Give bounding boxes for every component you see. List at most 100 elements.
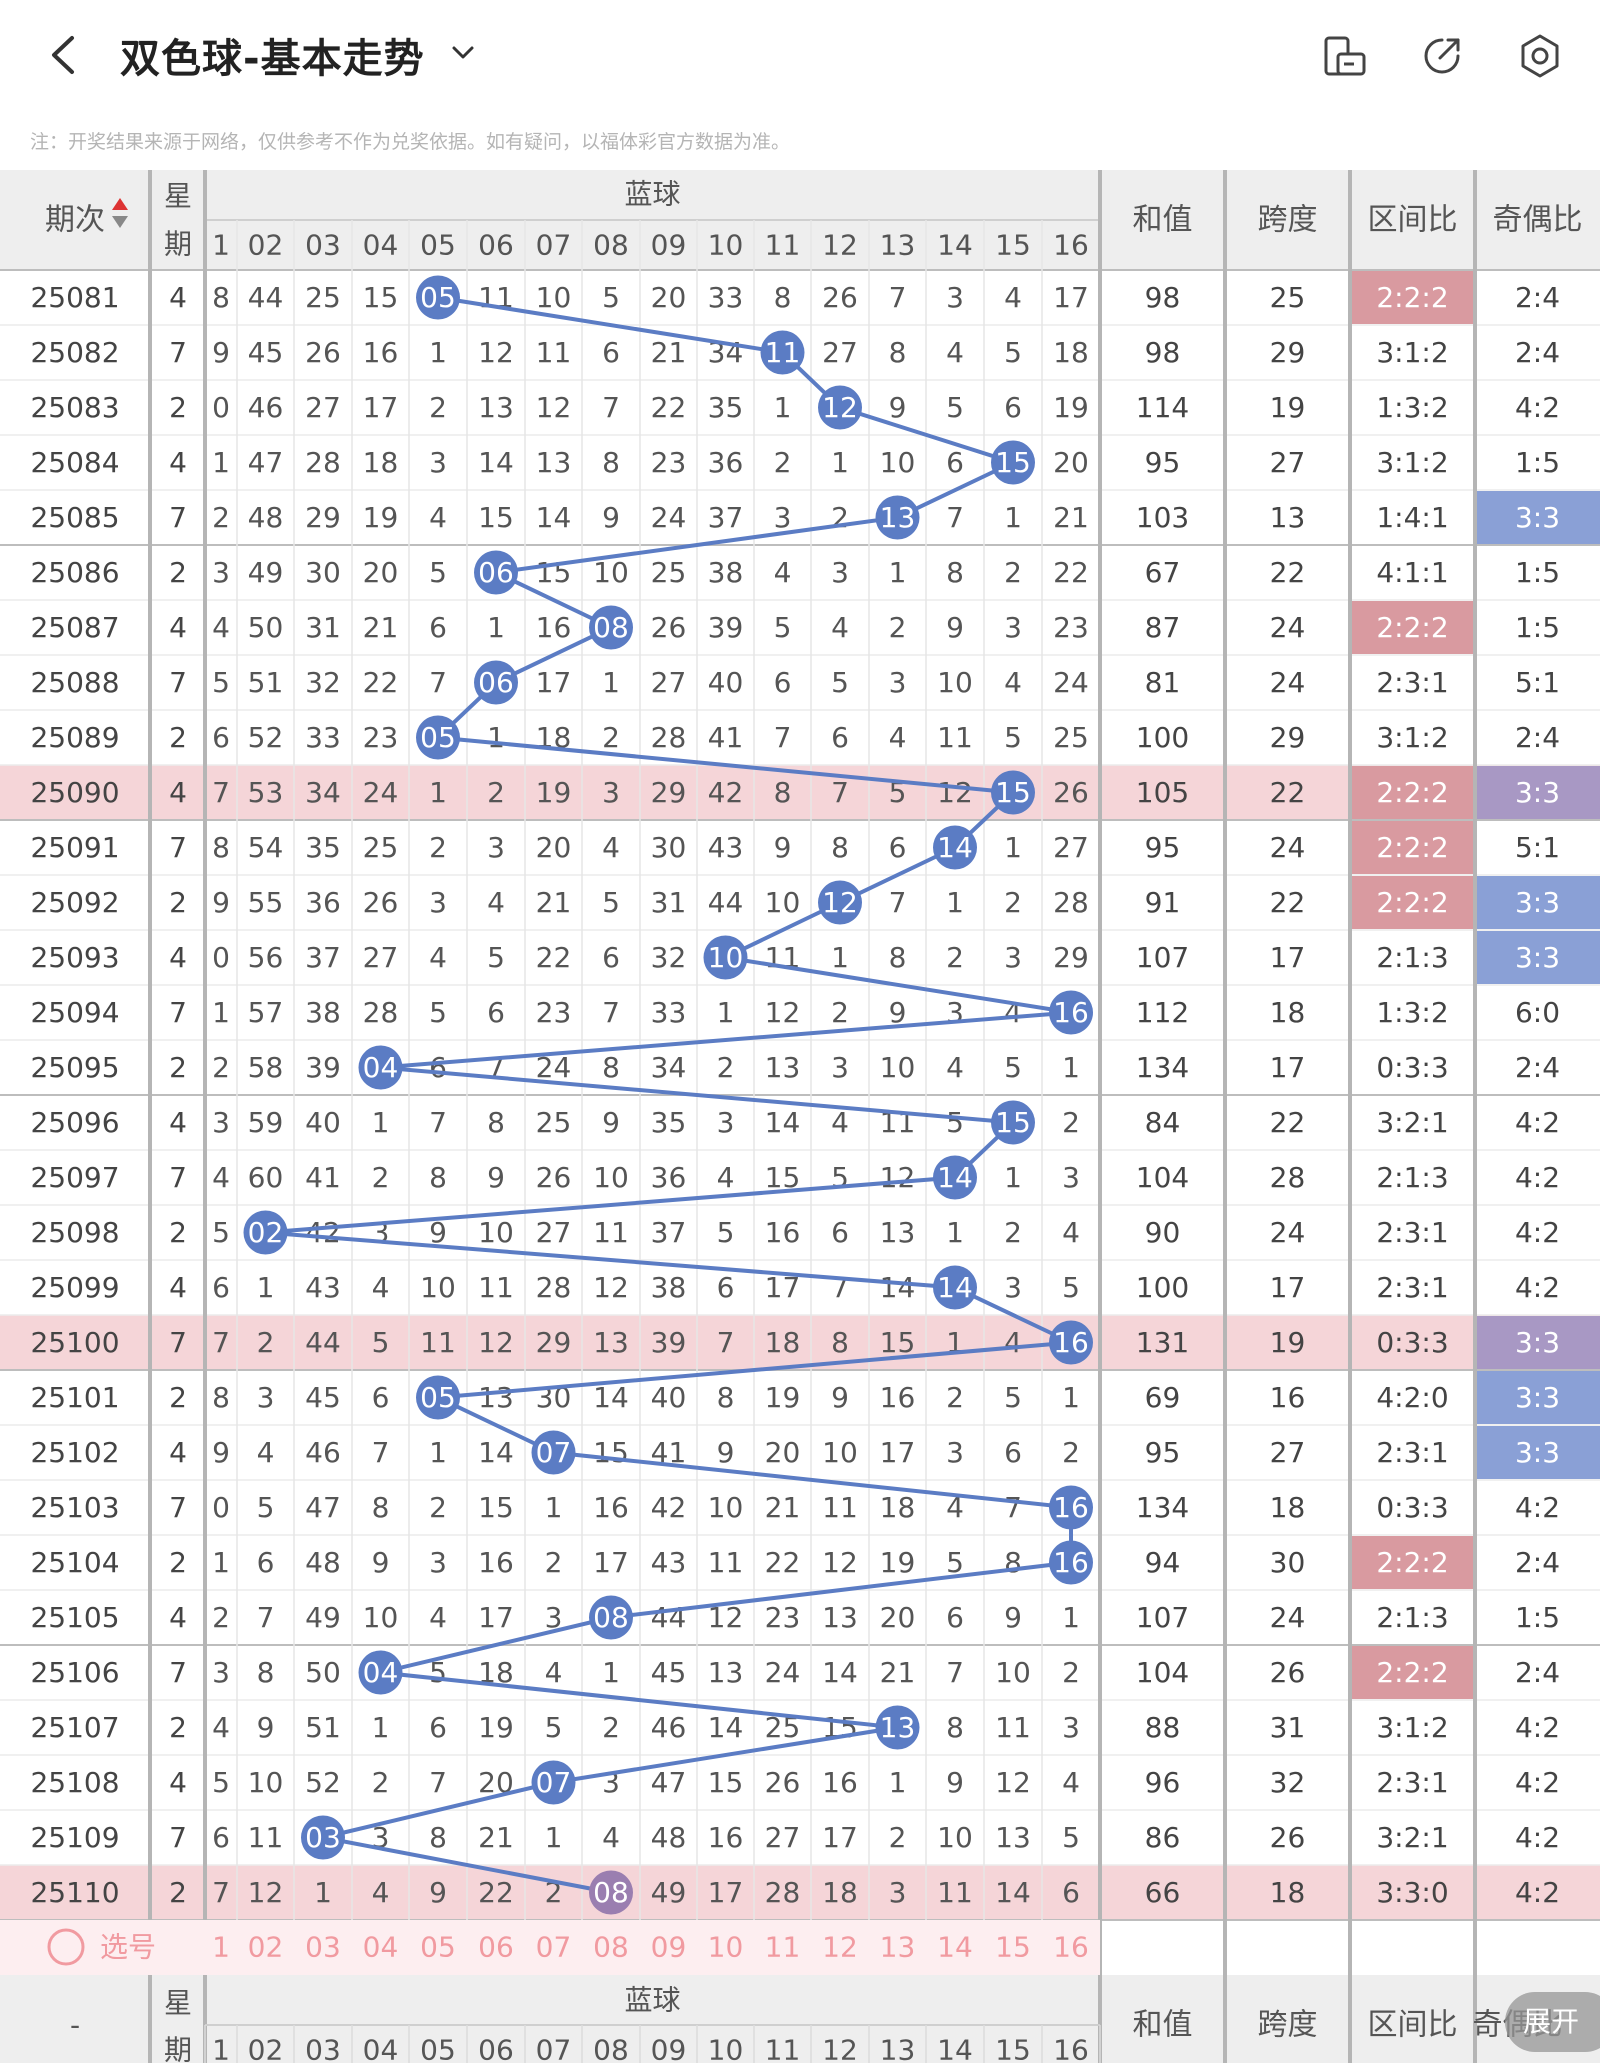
blue-miss-cell: 49 — [651, 1876, 687, 1909]
blue-miss-cell: 44 — [305, 1326, 341, 1359]
select-number-cell[interactable]: 14 — [937, 1931, 973, 1964]
phone-rotate-icon[interactable] — [1320, 32, 1368, 80]
sort-up-icon[interactable] — [112, 198, 128, 210]
footer-blue-number: 16 — [1053, 2034, 1089, 2063]
select-number-cell[interactable]: 04 — [363, 1931, 399, 1964]
expand-button[interactable]: 展开 — [1505, 1992, 1600, 2052]
select-number-cell[interactable]: 10 — [708, 1931, 744, 1964]
sum-cell: 107 — [1136, 1601, 1189, 1634]
blue-miss-cell: 45 — [305, 1381, 341, 1414]
highlight-row-bg — [0, 765, 1600, 820]
blue-miss-cell: 31 — [305, 611, 341, 644]
blue-miss-cell: 13 — [536, 446, 572, 479]
header-blue-number: 08 — [593, 229, 629, 262]
blue-miss-cell: 8 — [487, 1106, 505, 1139]
blue-miss-cell: 15 — [363, 281, 399, 314]
blue-miss-cell: 5 — [545, 1711, 563, 1744]
blue-miss-cell: 2 — [717, 1051, 735, 1084]
sum-cell: 134 — [1136, 1491, 1189, 1524]
dropdown-arrow-icon[interactable] — [450, 40, 476, 66]
sort-down-icon[interactable] — [112, 216, 128, 228]
footer-blue-number: 14 — [937, 2034, 973, 2063]
footer-zone-ratio: 区间比 — [1368, 2008, 1458, 2043]
zone-ratio-cell: 2:2:2 — [1376, 831, 1448, 864]
odd-even-cell: 3:3 — [1515, 776, 1560, 809]
span-cell: 18 — [1270, 1491, 1306, 1524]
settings-gear-icon[interactable] — [1516, 32, 1564, 80]
span-cell: 22 — [1270, 1106, 1306, 1139]
header-blue-number: 02 — [248, 229, 284, 262]
select-number-cell[interactable]: 15 — [995, 1931, 1031, 1964]
select-number-cell[interactable]: 16 — [1053, 1931, 1089, 1964]
span-cell: 24 — [1270, 611, 1306, 644]
odd-even-cell: 2:4 — [1515, 1051, 1560, 1084]
blue-miss-cell: 11 — [937, 721, 973, 754]
blue-miss-cell: 38 — [708, 556, 744, 589]
blue-ball-number: 02 — [248, 1216, 284, 1249]
blue-ball-number: 07 — [536, 1436, 572, 1469]
sum-cell: 84 — [1145, 1106, 1181, 1139]
blue-miss-cell: 4 — [946, 336, 964, 369]
zone-ratio-cell: 2:2:2 — [1376, 1546, 1448, 1579]
back-icon[interactable] — [42, 32, 88, 78]
blue-miss-cell: 8 — [774, 776, 792, 809]
select-number-cell[interactable]: 06 — [478, 1931, 514, 1964]
blue-miss-cell: 3 — [257, 1381, 275, 1414]
odd-even-cell: 3:3 — [1515, 1326, 1560, 1359]
selector-row-bg — [0, 1920, 1100, 1975]
blue-miss-cell: 25 — [363, 831, 399, 864]
span-cell: 18 — [1270, 1876, 1306, 1909]
blue-miss-cell: 3 — [429, 886, 447, 919]
blue-miss-cell: 13 — [822, 1601, 858, 1634]
blue-miss-cell: 24 — [1053, 666, 1089, 699]
select-number-cell[interactable]: 08 — [593, 1931, 629, 1964]
blue-miss-cell: 11 — [420, 1326, 456, 1359]
select-number-cell[interactable]: 07 — [536, 1931, 572, 1964]
odd-even-highlight — [1477, 766, 1600, 819]
blue-miss-cell: 39 — [651, 1326, 687, 1359]
blue-miss-cell: 15 — [880, 1326, 916, 1359]
blue-miss-cell: 13 — [765, 1051, 801, 1084]
blue-miss-cell: 3 — [545, 1601, 563, 1634]
select-number-cell[interactable]: 12 — [822, 1931, 858, 1964]
blue-miss-cell: 6 — [774, 666, 792, 699]
blue-miss-cell: 19 — [363, 501, 399, 534]
select-number-cell[interactable]: 03 — [305, 1931, 341, 1964]
select-number-cell[interactable]: 05 — [420, 1931, 456, 1964]
page-title[interactable]: 双色球-基本走势 — [120, 36, 425, 82]
blue-miss-cell: 20 — [880, 1601, 916, 1634]
blue-ball-number: 08 — [593, 611, 629, 644]
blue-ball-number: 05 — [420, 281, 456, 314]
blue-ball: 16 — [1049, 990, 1093, 1035]
blue-miss-cell: 4 — [429, 501, 447, 534]
blue-miss-cell: 2 — [487, 776, 505, 809]
blue-miss-cell: 27 — [363, 941, 399, 974]
header-zone-ratio: 区间比 — [1368, 203, 1458, 238]
span-cell: 19 — [1270, 391, 1306, 424]
blue-miss-cell: 2 — [889, 1821, 907, 1854]
blue-miss-cell: 24 — [651, 501, 687, 534]
blue-miss-cell: 2 — [372, 1161, 390, 1194]
zone-ratio-cell: 4:1:1 — [1376, 556, 1448, 589]
select-number-cell[interactable]: 11 — [765, 1931, 801, 1964]
blue-miss-cell: 10 — [822, 1436, 858, 1469]
blue-miss-cell: 5 — [602, 281, 620, 314]
select-number-cell[interactable]: 02 — [248, 1931, 284, 1964]
select-number-cell[interactable]: 1 — [212, 1931, 230, 1964]
blue-miss-cell: 7 — [602, 996, 620, 1029]
footer-blue-number: 02 — [248, 2034, 284, 2063]
share-icon[interactable] — [1418, 32, 1466, 80]
blue-miss-cell: 14 — [478, 446, 514, 479]
blue-miss-cell: 1 — [545, 1821, 563, 1854]
blue-miss-cell: 51 — [248, 666, 284, 699]
zone-highlight — [1352, 821, 1473, 874]
blue-miss-cell: 1 — [946, 1216, 964, 1249]
blue-miss-cell: 5 — [889, 776, 907, 809]
blue-miss-cell: 5 — [1062, 1271, 1080, 1304]
blue-miss-cell: 7 — [257, 1601, 275, 1634]
select-number-cell[interactable]: 09 — [651, 1931, 687, 1964]
select-number-cell[interactable]: 13 — [880, 1931, 916, 1964]
select-number-toggle[interactable]: 选号 — [47, 1928, 156, 1966]
zone-ratio-cell: 2:2:2 — [1376, 776, 1448, 809]
blue-miss-cell: 5 — [212, 1216, 230, 1249]
